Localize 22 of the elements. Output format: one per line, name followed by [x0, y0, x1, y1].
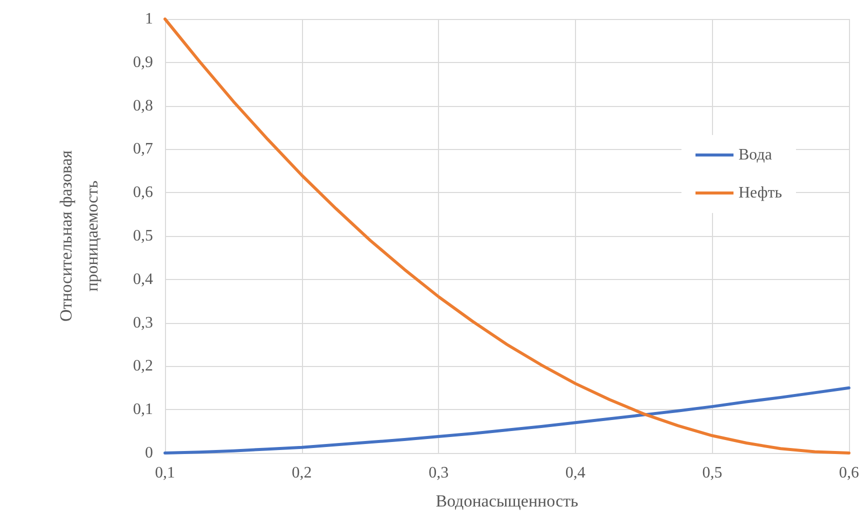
x-tick-label: 0,4: [565, 464, 586, 482]
y-tick-label: 0,7: [133, 140, 153, 158]
y-tick-label: 0,8: [133, 97, 153, 114]
y-tick-label: 0,9: [133, 54, 153, 71]
y-tick-label: 0,1: [133, 401, 153, 418]
y-tick-label: 0,3: [133, 314, 153, 332]
line-series: [164, 386, 850, 454]
y-tick-label: 0: [145, 444, 153, 462]
y-tick-label: 0,2: [133, 358, 153, 375]
y-tick-label: 0,5: [133, 228, 153, 244]
x-tick-label: 0,6: [839, 464, 859, 482]
y-tick-label: 1: [145, 10, 153, 28]
y-axis-title: Относительная фазовая проницаемость: [56, 150, 102, 322]
x-axis-title: Водонасыщенность: [436, 492, 579, 510]
line-series: [164, 18, 850, 454]
y-tick-label: 0,4: [133, 270, 153, 288]
x-tick-label: 0,2: [292, 464, 312, 482]
y-tick-label: 0,6: [133, 184, 153, 202]
x-tick-label: 0,5: [702, 464, 722, 482]
legend-label: Нефть: [738, 184, 782, 202]
legend-label: Вода: [738, 146, 772, 164]
x-tick-label: 0,3: [428, 464, 449, 482]
